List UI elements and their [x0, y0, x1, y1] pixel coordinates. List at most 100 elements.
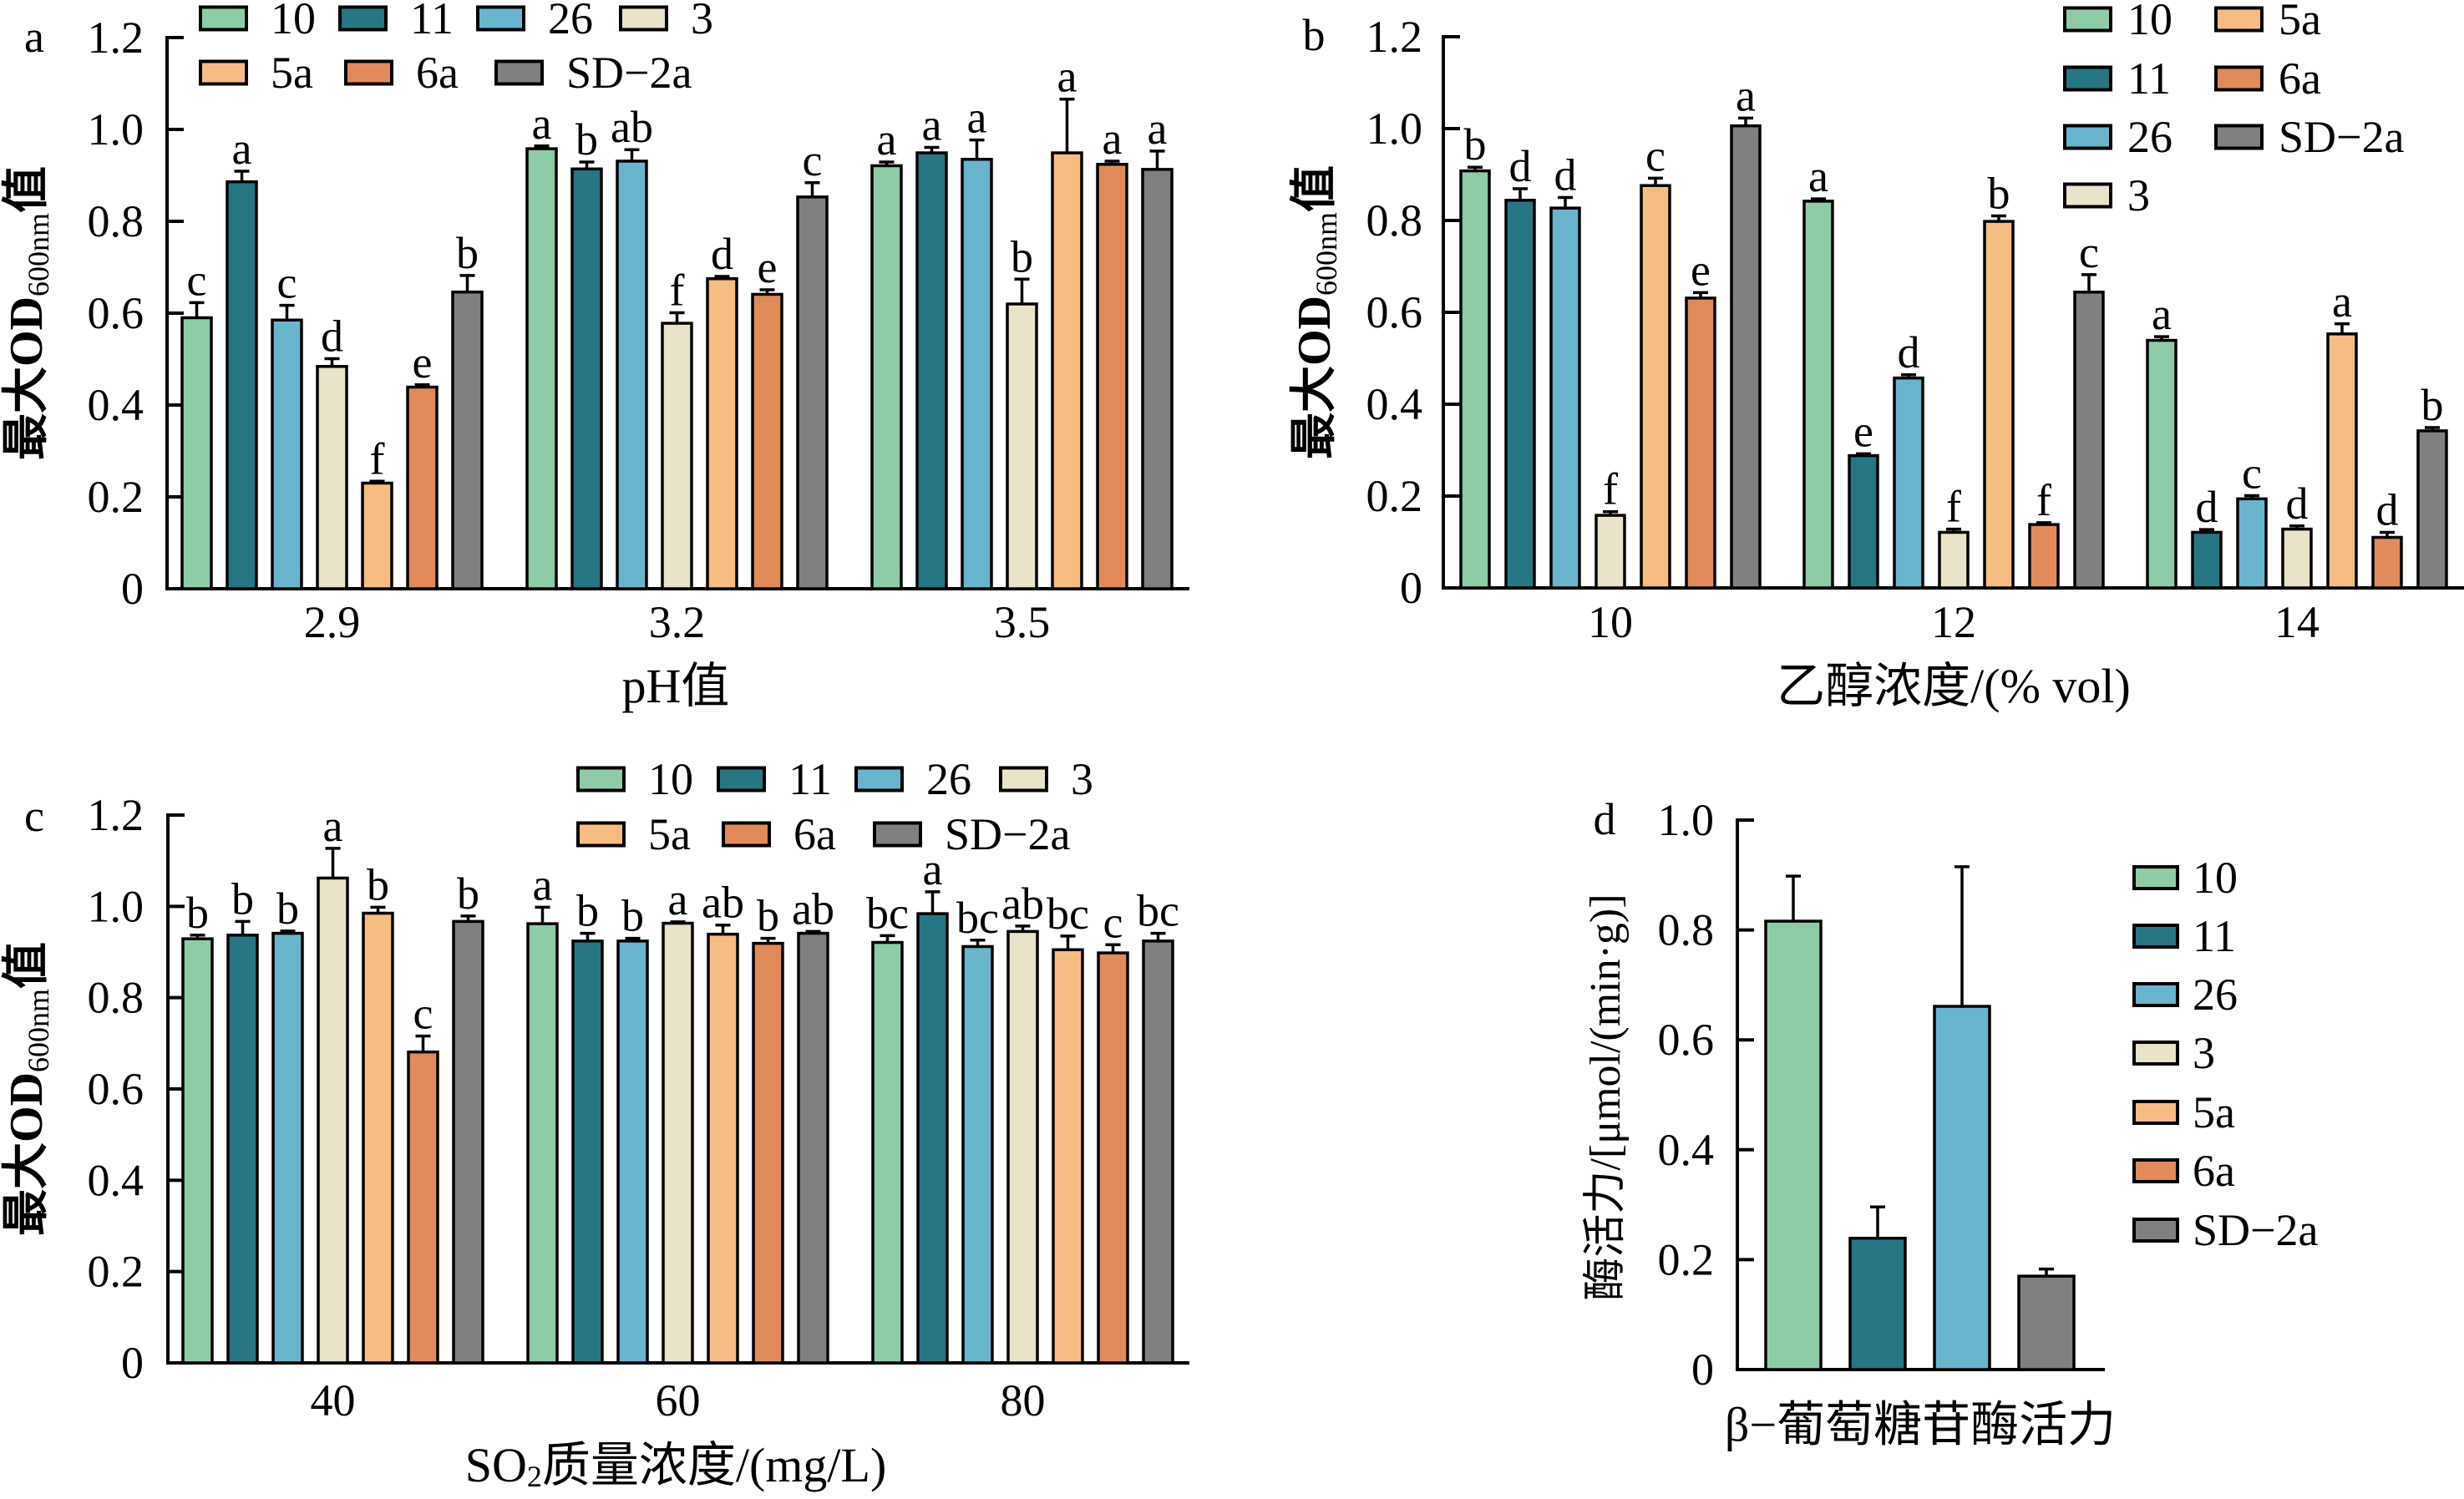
significance-letter: bc [1137, 886, 1179, 936]
significance-letter: b [757, 891, 779, 941]
bar-c-60-3 [662, 921, 694, 1365]
significance-letter: f [670, 265, 685, 315]
legend-swatch [476, 5, 525, 32]
legend-swatch [2132, 1218, 2179, 1243]
significance-letter: a [323, 801, 343, 851]
legend-label: 5a [2279, 0, 2321, 44]
legend-swatch [722, 821, 771, 848]
bar-b-12-3 [1938, 530, 1970, 590]
bar-a-3.5-6a [1096, 163, 1128, 590]
bar-a-3.2-5a [706, 277, 738, 590]
legend-label: 10 [2127, 0, 2172, 44]
legend: 10 11 26 3 5a 6a SD−2a [2063, 0, 2404, 220]
x-axis-title-text: 乙醇浓度/(% vol) [1777, 659, 2131, 713]
x-axis-title: 乙醇浓度/(% vol) [1777, 659, 2131, 713]
significance-letter: e [1853, 406, 1873, 456]
significance-letter: b [2421, 380, 2444, 430]
bar-c-60-10 [526, 922, 559, 1365]
bar-c-60-6a [752, 941, 784, 1365]
x-tick-label: 12 [1931, 597, 1976, 647]
significance-letter: f [1946, 482, 1961, 532]
legend-label: SD−2a [2279, 112, 2404, 162]
legend-item: 26 [854, 754, 971, 804]
legend-label: 11 [2127, 53, 2171, 104]
bar-d-β−葡萄糖苷酶活力-26 [1933, 1005, 1991, 1371]
significance-letter: bc [956, 893, 999, 943]
legend-swatch [576, 766, 626, 793]
legend-item: 6a [2132, 1146, 2235, 1196]
legend-label: 26 [926, 754, 971, 804]
y-axis-title: 最大OD600nm值 [1, 166, 55, 460]
bar-a-3.2-3 [661, 322, 693, 590]
legend-label: 10 [648, 754, 693, 804]
bar-b-14-6a [2371, 535, 2403, 590]
legend-swatch [717, 766, 766, 793]
significance-letter: b [575, 114, 598, 165]
significance-letter: a [533, 859, 553, 909]
significance-letter: ab [792, 884, 834, 934]
legend-item: 26 [476, 0, 593, 43]
bar-b-10-26 [1549, 206, 1581, 590]
y-tick-label: 0.6 [88, 1064, 144, 1114]
panel-label: c [24, 791, 44, 841]
legend-swatch [2063, 65, 2112, 92]
significance-letter: c [803, 135, 823, 185]
legend-item: 3 [999, 754, 1093, 804]
y-tick-label: 1.2 [88, 13, 144, 63]
significance-letter: a [1148, 104, 1168, 154]
bar-d-β−葡萄糖苷酶活力-SD−2a [2017, 1274, 2076, 1371]
legend-item: 10 [199, 0, 316, 43]
y-tick-label: 0.4 [88, 1155, 144, 1205]
significance-letter: c [413, 989, 433, 1039]
bar-a-3.2-6a [751, 292, 783, 590]
y-axis-title-suffix: 值 [1, 942, 53, 989]
legend-label: 3 [1071, 754, 1093, 804]
legend-item: 10 [2063, 0, 2172, 44]
significance-letter: a [1103, 114, 1123, 164]
legend-item: 10 [576, 754, 693, 804]
bar-b-12-26 [1893, 376, 1924, 590]
bar-c-80-11 [916, 912, 949, 1365]
significance-letter: d [1554, 150, 1577, 200]
legend-swatch [576, 821, 626, 848]
legend-swatch [2132, 1041, 2179, 1066]
bar-b-12-5a [1983, 220, 2015, 590]
significance-letter: a [1736, 70, 1756, 120]
legend-swatch [199, 5, 248, 32]
y-tick-label: 1.0 [1658, 795, 1715, 845]
significance-letter: f [370, 433, 385, 484]
significance-letter: f [2036, 475, 2051, 525]
bar-c-80-5a [1052, 948, 1084, 1365]
significance-letter: a [923, 844, 943, 894]
bar-a-3.5-3 [1006, 302, 1038, 590]
legend: 10 11 26 3 5a 6a SD−2a [199, 0, 713, 98]
legend-swatch [2214, 124, 2264, 150]
significance-letter: c [1103, 897, 1123, 947]
legend-label: 26 [2127, 112, 2172, 162]
y-axis-title: 最大OD600nm值 [1, 942, 55, 1236]
legend-item: 3 [2132, 1028, 2215, 1078]
y-tick-label: 0.6 [88, 288, 144, 338]
y-tick-label: 0.4 [1658, 1125, 1715, 1175]
bar-c-40-11 [226, 934, 259, 1365]
significance-letter: a [2332, 276, 2352, 327]
x-axis-title: SO2质量浓度/(mg/L) [465, 1438, 887, 1494]
bar-a-3.5-10 [870, 164, 903, 590]
significance-letter: e [1691, 245, 1711, 295]
significance-letter: b [576, 886, 599, 936]
legend-label: 6a [793, 809, 836, 859]
legend-item: 26 [2132, 970, 2238, 1020]
y-tick-label: 0.2 [1366, 471, 1423, 521]
significance-letter: b [1011, 231, 1033, 281]
significance-letter: a [922, 99, 942, 149]
bar-b-12-11 [1848, 453, 1879, 590]
legend-swatch [2063, 6, 2112, 33]
bar-b-14-SD−2a [2416, 429, 2448, 590]
y-tick-label: 1.0 [88, 104, 144, 154]
bar-b-12-6a [2028, 523, 2060, 590]
x-tick-label: 3.5 [994, 597, 1051, 647]
bar-c-40-5a [362, 911, 394, 1365]
y-axis-title-main: 最大OD [1, 1072, 53, 1236]
legend-item: SD−2a [2132, 1205, 2318, 1255]
legend-label: 5a [2193, 1087, 2235, 1137]
